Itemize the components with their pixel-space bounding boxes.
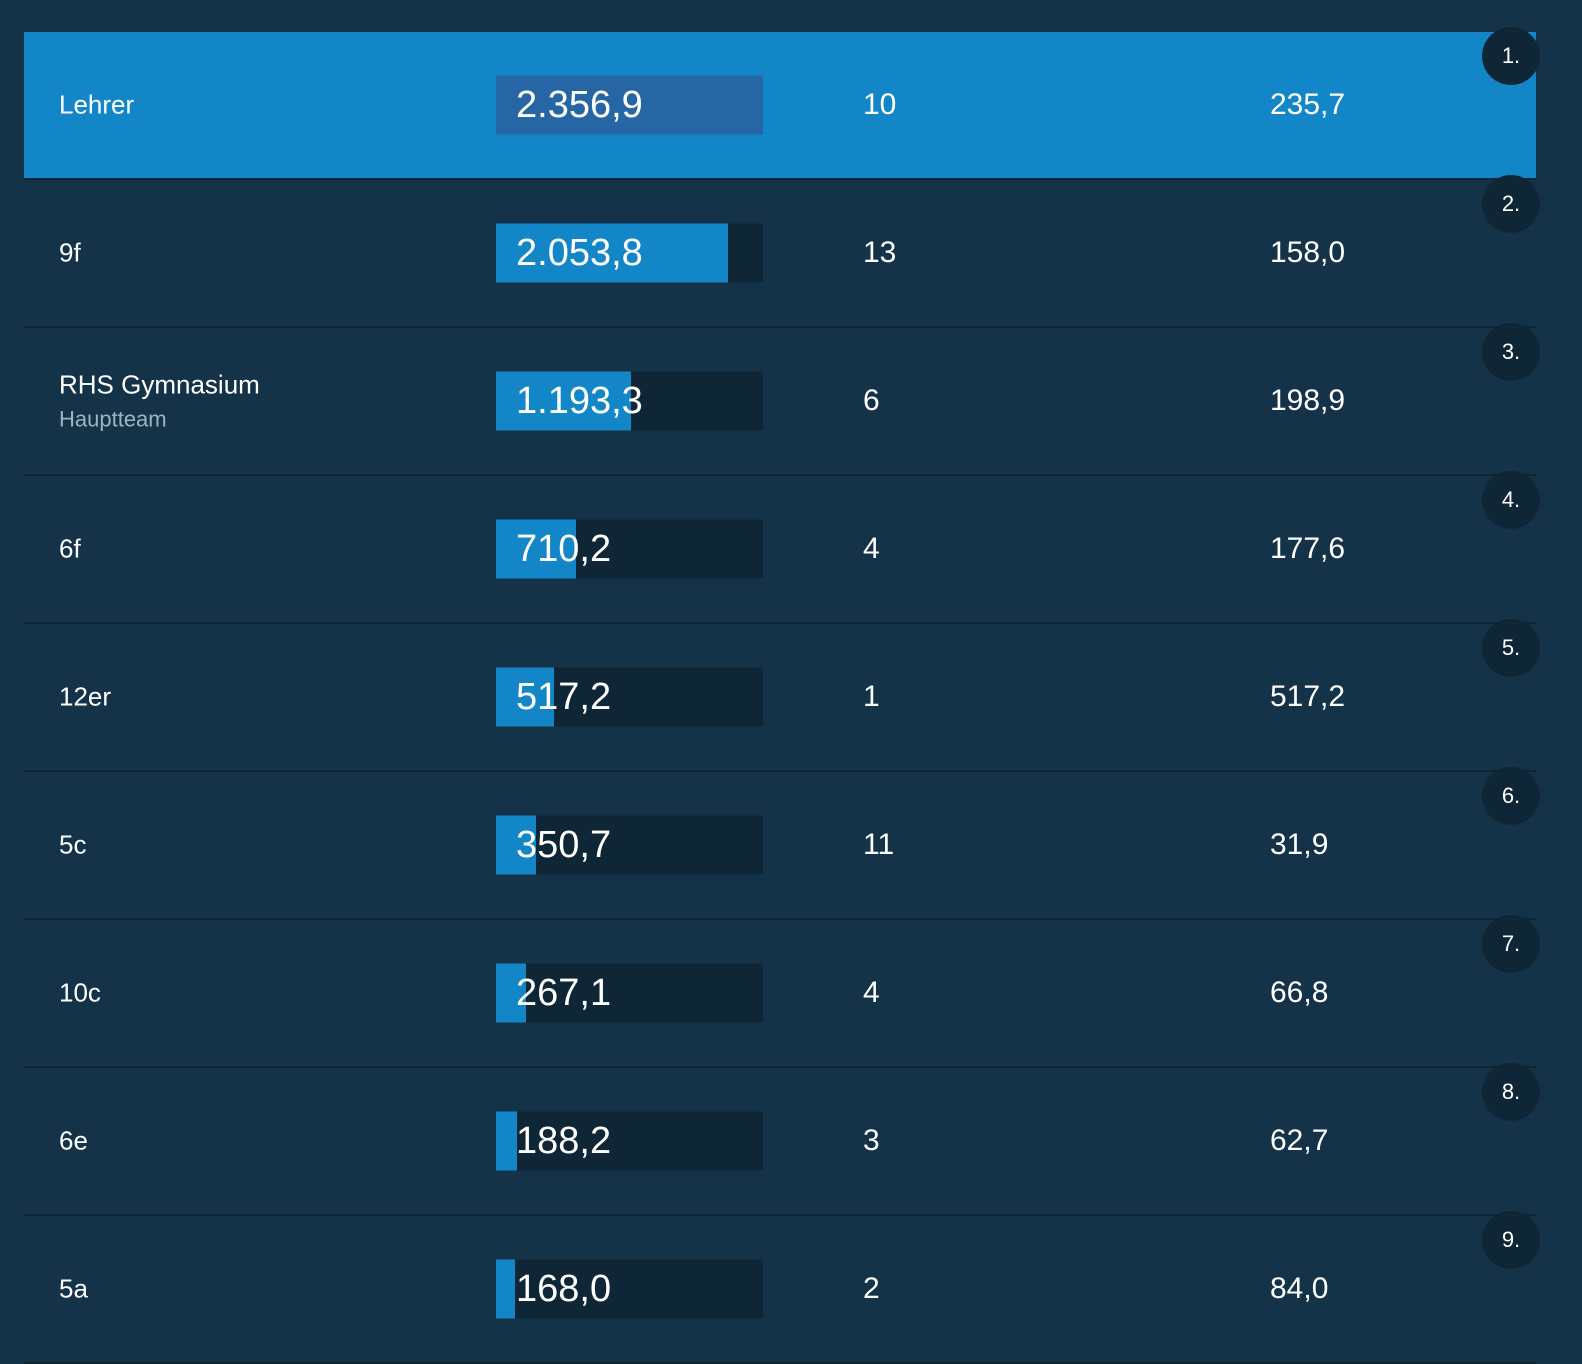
total-distance-bar-fill — [496, 371, 631, 431]
total-distance-bar: 710,2 — [496, 519, 763, 579]
rank-badge: 4. — [1482, 471, 1540, 529]
rank-badge: 8. — [1482, 1063, 1540, 1121]
team-name-label: 6f — [59, 533, 81, 564]
total-distance-bar: 188,2 — [496, 1111, 763, 1171]
average-per-member: 62,7 — [1270, 1124, 1329, 1157]
rank-badge: 2. — [1482, 175, 1540, 233]
table-row[interactable]: RHS Gymnasium Hauptteam 1.193,3 6 198,9 3. — [24, 323, 1540, 476]
member-count: 10 — [863, 88, 897, 121]
average-per-member: 235,7 — [1270, 88, 1346, 121]
average-per-member: 158,0 — [1270, 236, 1346, 269]
team-ranking-table: Lehrer 2.356,9 10 235,7 1. 9f 2.053,8 13 158,0 2.… — [24, 27, 1540, 1364]
total-distance-bar-fill — [496, 667, 555, 727]
total-distance-value: 1.193,3 — [516, 379, 643, 422]
average-per-member: 31,9 — [1270, 828, 1329, 861]
table-header — [0, 0, 1582, 32]
total-distance-bar-fill — [496, 963, 527, 1023]
rank-badge: 7. — [1482, 915, 1540, 973]
team-name-label: Lehrer — [59, 89, 135, 120]
team-name: 10c — [59, 978, 101, 1009]
member-count: 13 — [863, 236, 897, 269]
team-name: Lehrer — [59, 90, 134, 121]
team-name-label: 9f — [59, 237, 81, 268]
team-name-label: 6e — [59, 1125, 88, 1156]
total-distance-bar: 2.356,9 — [496, 75, 763, 135]
member-count: 11 — [863, 828, 895, 861]
total-distance-bar: 517,2 — [496, 667, 763, 727]
total-distance-bar: 350,7 — [496, 815, 763, 875]
table-row[interactable]: 6f 710,2 4 177,6 4. — [24, 471, 1540, 624]
average-per-member: 198,9 — [1270, 384, 1346, 417]
average-per-member: 177,6 — [1270, 532, 1346, 565]
rank-badge: 3. — [1482, 323, 1540, 381]
total-distance-value: 188,2 — [516, 1119, 612, 1162]
team-name: 6f — [59, 534, 81, 565]
team-name: 5c — [59, 830, 86, 861]
total-distance-bar: 267,1 — [496, 963, 763, 1023]
total-distance-bar: 2.053,8 — [496, 223, 763, 283]
member-count: 2 — [863, 1272, 880, 1305]
rank-badge: 6. — [1482, 767, 1540, 825]
rank-badge: 9. — [1482, 1211, 1540, 1269]
member-count: 3 — [863, 1124, 880, 1157]
total-distance-bar: 168,0 — [496, 1259, 763, 1319]
average-per-member: 517,2 — [1270, 680, 1346, 713]
team-name-label: RHS Gymnasium — [59, 369, 260, 400]
average-per-member: 84,0 — [1270, 1272, 1329, 1305]
average-per-member: 66,8 — [1270, 976, 1329, 1009]
team-subtitle: Hauptteam — [59, 406, 167, 432]
member-count: 4 — [863, 976, 880, 1009]
table-row[interactable]: 5a 168,0 2 84,0 9. — [24, 1211, 1540, 1364]
team-name: 6e — [59, 1126, 88, 1157]
total-distance-bar-fill — [496, 519, 577, 579]
total-distance-bar-fill — [496, 223, 728, 283]
total-distance-bar: 1.193,3 — [496, 371, 763, 431]
total-distance-value: 350,7 — [516, 823, 612, 866]
total-distance-value: 2.356,9 — [516, 83, 643, 126]
team-name: 5a — [59, 1274, 88, 1305]
table-row[interactable]: 6e 188,2 3 62,7 8. — [24, 1063, 1540, 1216]
table-row[interactable]: 10c 267,1 4 66,8 7. — [24, 915, 1540, 1068]
total-distance-value: 517,2 — [516, 675, 612, 718]
rank-badge: 1. — [1482, 27, 1540, 85]
total-distance-bar-fill — [496, 75, 763, 135]
table-row[interactable]: 12er 517,2 1 517,2 5. — [24, 619, 1540, 772]
member-count: 1 — [863, 680, 880, 713]
total-distance-value: 168,0 — [516, 1267, 612, 1310]
team-name-label: 12er — [59, 681, 112, 712]
member-count: 6 — [863, 384, 880, 417]
total-distance-value: 2.053,8 — [516, 231, 643, 274]
team-name: 12er — [59, 682, 111, 713]
table-row[interactable]: 9f 2.053,8 13 158,0 2. — [24, 175, 1540, 328]
table-row[interactable]: 5c 350,7 11 31,9 6. — [24, 767, 1540, 920]
total-distance-value: 710,2 — [516, 527, 612, 570]
total-distance-bar-fill — [496, 1259, 515, 1319]
team-name-label: 10c — [59, 977, 101, 1008]
total-distance-bar-fill — [496, 1111, 518, 1171]
team-name-label: 5c — [59, 829, 87, 860]
table-row[interactable]: Lehrer 2.356,9 10 235,7 1. — [24, 27, 1540, 180]
team-name-label: 5a — [59, 1273, 88, 1304]
total-distance-value: 267,1 — [516, 971, 612, 1014]
member-count: 4 — [863, 532, 880, 565]
total-distance-bar-fill — [496, 815, 536, 875]
team-name: 9f — [59, 238, 81, 269]
team-name: RHS Gymnasium Hauptteam — [59, 370, 260, 433]
rank-badge: 5. — [1482, 619, 1540, 677]
